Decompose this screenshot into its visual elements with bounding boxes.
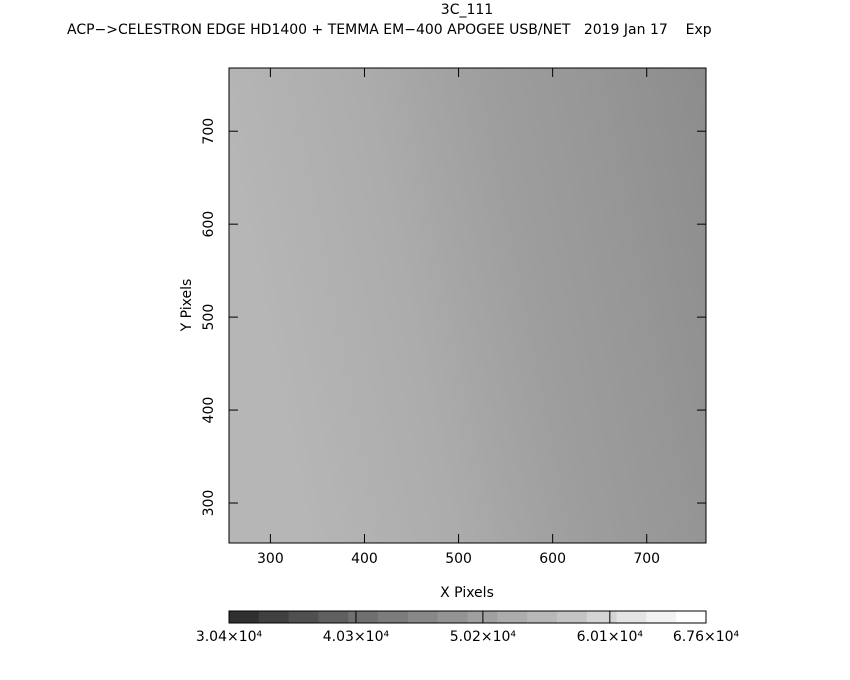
colorbar-segment	[348, 611, 379, 623]
colorbar-segment	[229, 611, 260, 623]
chart-title: 3C_111	[441, 2, 493, 18]
colorbar-tick-label: 3.04×10⁴	[196, 629, 263, 645]
colorbar-tick-label: 5.02×10⁴	[450, 629, 517, 645]
colorbar-tick-label: 6.76×10⁴	[673, 629, 740, 645]
y-tick-label: 400	[201, 397, 217, 424]
x-axis-label: X Pixels	[440, 585, 494, 601]
image	[229, 68, 706, 543]
x-tick-label: 600	[539, 551, 566, 567]
colorbar-segment	[586, 611, 618, 623]
colorbar-segment	[437, 611, 468, 623]
colorbar-segment	[407, 611, 439, 623]
chart-subtitle: ACP−>CELESTRON EDGE HD1400 + TEMMA EM−40…	[67, 22, 712, 38]
colorbar-tick-label: 4.03×10⁴	[323, 629, 390, 645]
colorbar-segment	[676, 611, 707, 623]
colorbar-segment	[646, 611, 677, 623]
colorbar-segment	[288, 611, 319, 623]
colorbar-tick-label: 6.01×10⁴	[577, 629, 644, 645]
y-tick-label: 500	[201, 304, 217, 331]
x-tick-label: 400	[351, 551, 378, 567]
y-tick-label: 600	[201, 211, 217, 238]
colorbar-segment	[556, 611, 588, 623]
colorbar-segment	[497, 611, 528, 623]
colorbar-segment	[527, 611, 558, 623]
plot-frame	[228, 67, 707, 544]
x-tick-label: 700	[633, 551, 660, 567]
y-tick-label: 300	[201, 490, 217, 517]
colorbar-segment	[378, 611, 409, 623]
x-tick-label: 300	[257, 551, 284, 567]
colorbar-segment	[616, 611, 647, 623]
x-tick-label: 500	[445, 551, 472, 567]
colorbar-segment	[318, 611, 349, 623]
colorbar-segment	[258, 611, 290, 623]
y-axis-label: Y Pixels	[179, 279, 195, 333]
y-tick-label: 700	[201, 118, 217, 145]
